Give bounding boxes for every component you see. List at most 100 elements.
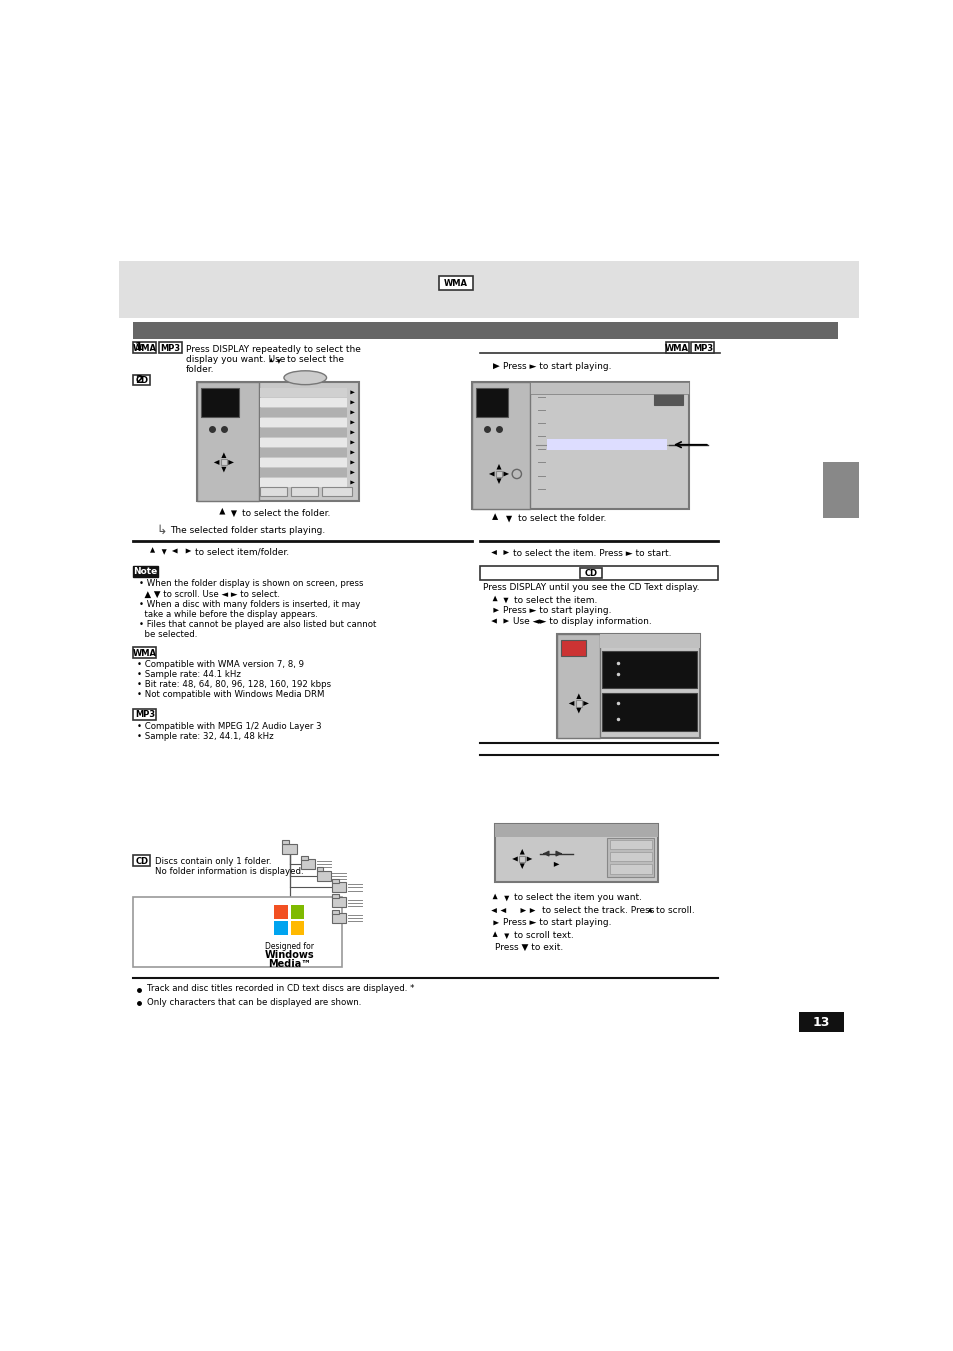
Bar bbox=[260, 388, 347, 397]
Polygon shape bbox=[554, 862, 558, 867]
Polygon shape bbox=[568, 701, 574, 707]
Bar bbox=[479, 342, 720, 353]
Polygon shape bbox=[161, 550, 167, 555]
Bar bbox=[133, 374, 150, 385]
Polygon shape bbox=[350, 400, 355, 404]
Text: The selected folder starts playing.: The selected folder starts playing. bbox=[171, 526, 325, 535]
Polygon shape bbox=[186, 549, 192, 554]
Bar bbox=[599, 634, 700, 648]
Text: • Files that cannot be played are also listed but cannot: • Files that cannot be played are also l… bbox=[139, 620, 376, 630]
Bar bbox=[282, 840, 289, 844]
Text: • Sample rate: 44.1 kHz: • Sample rate: 44.1 kHz bbox=[137, 670, 241, 680]
Text: folder.: folder. bbox=[186, 365, 214, 374]
Text: Discs contain only 1 folder.: Discs contain only 1 folder. bbox=[154, 857, 271, 866]
Text: WMA: WMA bbox=[132, 345, 156, 353]
Bar bbox=[530, 381, 688, 394]
Bar bbox=[601, 693, 696, 731]
Polygon shape bbox=[492, 513, 497, 520]
Bar bbox=[557, 634, 599, 738]
Bar bbox=[495, 824, 658, 836]
Bar bbox=[119, 261, 858, 319]
Text: to select the item.: to select the item. bbox=[513, 596, 597, 605]
Polygon shape bbox=[492, 596, 497, 601]
Polygon shape bbox=[488, 471, 494, 477]
Text: • Not compatible with Windows Media DRM: • Not compatible with Windows Media DRM bbox=[137, 690, 324, 700]
Text: to select the item you want.: to select the item you want. bbox=[514, 893, 641, 902]
Bar bbox=[291, 921, 304, 935]
Polygon shape bbox=[647, 908, 652, 912]
Bar bbox=[479, 566, 718, 580]
Text: 1: 1 bbox=[134, 342, 142, 351]
Text: • Compatible with MPEG 1/2 Audio Layer 3: • Compatible with MPEG 1/2 Audio Layer 3 bbox=[137, 721, 321, 731]
Polygon shape bbox=[504, 896, 509, 901]
Bar bbox=[609, 852, 651, 862]
Polygon shape bbox=[529, 908, 535, 913]
Polygon shape bbox=[221, 467, 226, 473]
Text: CD: CD bbox=[584, 569, 598, 578]
Polygon shape bbox=[503, 550, 509, 555]
Text: Press DISPLAY until you see the CD Text display.: Press DISPLAY until you see the CD Text … bbox=[483, 584, 700, 592]
Text: CD: CD bbox=[135, 857, 148, 866]
Bar bbox=[557, 634, 700, 738]
Bar bbox=[133, 709, 156, 720]
Text: 13: 13 bbox=[812, 1016, 829, 1028]
Polygon shape bbox=[213, 459, 219, 465]
Polygon shape bbox=[503, 619, 509, 624]
Bar bbox=[601, 651, 696, 688]
Bar bbox=[609, 840, 651, 848]
Bar bbox=[133, 855, 150, 866]
Bar bbox=[133, 897, 342, 967]
Text: Windows: Windows bbox=[265, 950, 314, 959]
Text: to scroll.: to scroll. bbox=[656, 907, 695, 915]
Bar bbox=[476, 388, 508, 417]
Text: to select item/folder.: to select item/folder. bbox=[195, 547, 289, 557]
Bar bbox=[798, 1012, 843, 1032]
Text: Press ► to start playing.: Press ► to start playing. bbox=[502, 362, 611, 372]
Polygon shape bbox=[491, 619, 497, 624]
Bar bbox=[274, 905, 288, 919]
Bar bbox=[260, 438, 347, 447]
Text: • Sample rate: 32, 44.1, 48 kHz: • Sample rate: 32, 44.1, 48 kHz bbox=[137, 732, 274, 740]
Text: to select the track. Press: to select the track. Press bbox=[541, 907, 654, 915]
Polygon shape bbox=[350, 431, 355, 435]
Text: to select the folder.: to select the folder. bbox=[241, 508, 330, 517]
Bar bbox=[496, 471, 501, 477]
Text: MP3: MP3 bbox=[134, 711, 154, 720]
Polygon shape bbox=[350, 481, 355, 485]
Polygon shape bbox=[276, 359, 280, 363]
Text: Track and disc titles recorded in CD text discs are displayed. *: Track and disc titles recorded in CD tex… bbox=[147, 985, 415, 993]
Text: CD: CD bbox=[135, 377, 148, 385]
Text: • When a disc with many folders is inserted, it may: • When a disc with many folders is inser… bbox=[139, 600, 360, 609]
Polygon shape bbox=[172, 549, 177, 554]
Polygon shape bbox=[526, 857, 532, 862]
Text: be selected.: be selected. bbox=[139, 631, 197, 639]
Bar bbox=[260, 408, 347, 417]
Bar bbox=[260, 428, 347, 436]
Bar bbox=[274, 921, 288, 935]
Bar bbox=[220, 459, 227, 466]
Text: to select the folder.: to select the folder. bbox=[517, 513, 606, 523]
Bar bbox=[260, 467, 347, 477]
Polygon shape bbox=[512, 857, 517, 862]
Bar bbox=[273, 904, 307, 939]
Polygon shape bbox=[503, 471, 509, 477]
Bar bbox=[607, 838, 654, 877]
Polygon shape bbox=[520, 908, 525, 913]
Text: ↳: ↳ bbox=[156, 524, 167, 536]
Text: Use ◄► to display information.: Use ◄► to display information. bbox=[513, 617, 651, 627]
Polygon shape bbox=[493, 920, 498, 925]
Bar bbox=[332, 894, 338, 898]
Bar bbox=[472, 381, 530, 508]
Bar bbox=[316, 867, 323, 871]
Text: ▲ ▼ to scroll. Use ◄ ► to select.: ▲ ▼ to scroll. Use ◄ ► to select. bbox=[139, 589, 280, 598]
Bar bbox=[301, 859, 315, 869]
Polygon shape bbox=[350, 440, 355, 444]
Text: No folder information is displayed.: No folder information is displayed. bbox=[154, 867, 303, 875]
Text: to scroll text.: to scroll text. bbox=[514, 931, 574, 939]
Polygon shape bbox=[228, 459, 233, 465]
Bar bbox=[472, 381, 688, 508]
Polygon shape bbox=[505, 516, 512, 523]
Bar bbox=[575, 700, 581, 707]
Polygon shape bbox=[519, 863, 524, 869]
Polygon shape bbox=[493, 363, 499, 369]
